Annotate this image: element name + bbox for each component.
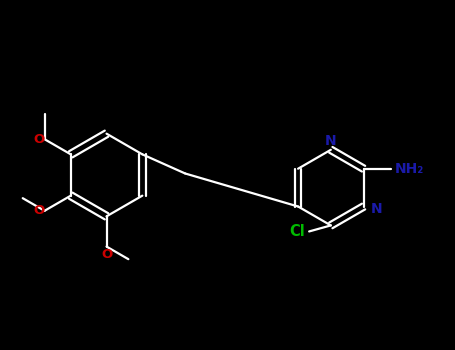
Text: O: O <box>33 204 44 217</box>
Text: O: O <box>101 248 112 261</box>
Text: Cl: Cl <box>289 224 305 239</box>
Text: NH₂: NH₂ <box>394 162 424 176</box>
Text: O: O <box>33 133 44 146</box>
Text: N: N <box>371 202 382 216</box>
Text: N: N <box>325 134 337 148</box>
